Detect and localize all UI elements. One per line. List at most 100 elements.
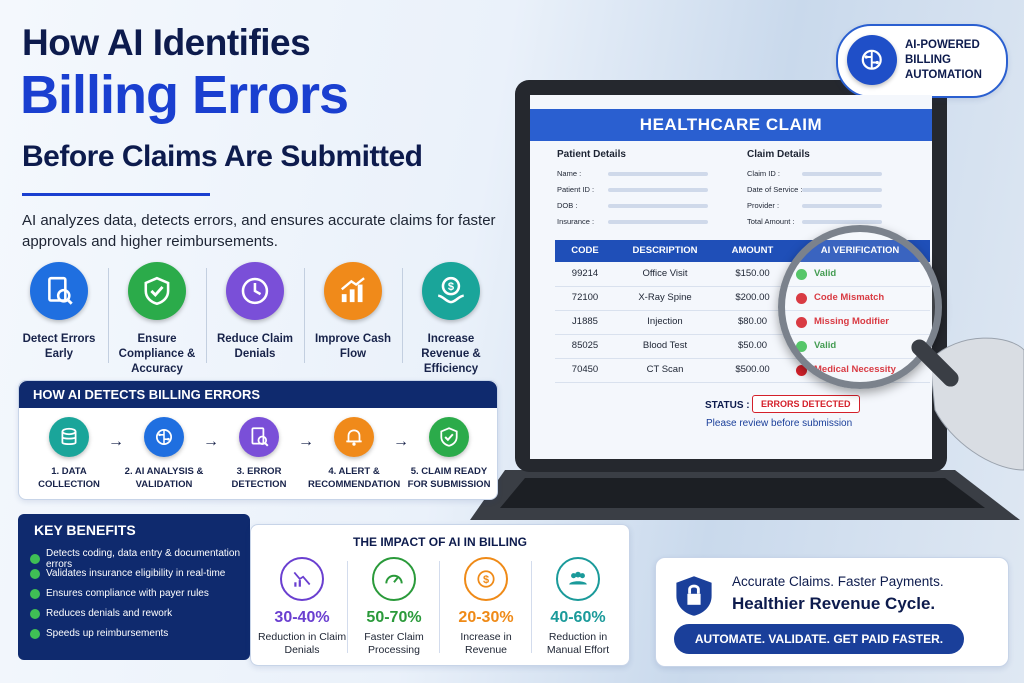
icon-glyph bbox=[144, 276, 170, 306]
process-step: 2. AI ANALYSIS & VALIDATION bbox=[118, 417, 210, 491]
feature: $ Increase Revenue & Efficiency bbox=[402, 262, 500, 377]
badge-line: AUTOMATION bbox=[905, 69, 982, 81]
shield-glyph bbox=[676, 576, 712, 616]
arrow: → bbox=[393, 433, 409, 450]
field-value-line bbox=[608, 172, 708, 176]
cta-line: Accurate Claims. Faster Payments. bbox=[732, 574, 944, 589]
arrow: → bbox=[203, 433, 219, 450]
field-label: Provider : bbox=[747, 201, 780, 210]
badge-text: AI-POWERED BILLING AUTOMATION bbox=[905, 38, 982, 83]
icon bbox=[429, 417, 469, 457]
feature: Detect Errors Early bbox=[10, 262, 108, 362]
field-label: Date of Service : bbox=[747, 185, 803, 194]
feature-label: Ensure Compliance & Accuracy bbox=[118, 333, 196, 375]
table-cell: 85025 bbox=[555, 334, 615, 359]
field-value-line bbox=[802, 220, 882, 224]
shield-icon bbox=[672, 572, 716, 625]
laptop-keyboard bbox=[500, 478, 985, 508]
step-label: 5. CLAIM READY FOR SUBMISSION bbox=[407, 466, 491, 490]
feature: Improve Cash Flow bbox=[304, 262, 402, 362]
benefit-item: Reduces denials and rework bbox=[30, 608, 172, 619]
stat-value: 20-30% bbox=[458, 609, 514, 626]
benefits-title: KEY BENEFITS bbox=[34, 522, 136, 538]
benefit-text: Reduces denials and rework bbox=[46, 608, 173, 619]
impact-stat: 40-60% Reduction in Manual Effort bbox=[533, 557, 623, 657]
title-line: How AI Identifies bbox=[22, 22, 311, 63]
divider bbox=[531, 561, 532, 653]
icon-glyph bbox=[346, 429, 362, 446]
title-highlight: Billing Errors bbox=[20, 65, 349, 125]
check-icon bbox=[30, 608, 40, 619]
title-line: Before Claims Are Submitted bbox=[22, 140, 423, 173]
cta-box: Accurate Claims. Faster Payments. Healthi… bbox=[655, 557, 1009, 667]
cta-line-strong: Healthier Revenue Cycle. bbox=[732, 594, 936, 613]
status-note: Please review before submission bbox=[706, 418, 853, 429]
benefit-text: Validates insurance eligibility in real-… bbox=[46, 568, 226, 579]
icon-glyph bbox=[155, 428, 173, 446]
feature: Reduce Claim Denials bbox=[206, 262, 304, 362]
field-value-line bbox=[802, 172, 882, 176]
step-label: 4. ALERT & RECOMMENDATION bbox=[308, 466, 401, 490]
icon bbox=[324, 262, 382, 320]
benefit-item: Detects coding, data entry & documentati… bbox=[30, 548, 250, 570]
impact-stat: 30-40% Reduction in Claim Denials bbox=[257, 557, 347, 657]
arrow: → bbox=[108, 433, 124, 450]
benefit-text: Speeds up reimbursements bbox=[46, 628, 169, 639]
process-title: HOW AI DETECTS BILLING ERRORS bbox=[19, 381, 497, 408]
intro-text: AI analyzes data, detects errors, and en… bbox=[22, 212, 496, 250]
impact-box: THE IMPACT OF AI IN BILLING 30-40% Reducti… bbox=[250, 524, 630, 666]
process-step: 4. ALERT & RECOMMENDATION bbox=[308, 417, 400, 491]
status-badge: ERRORS DETECTED bbox=[752, 395, 860, 413]
field-label: Patient ID : bbox=[557, 185, 595, 194]
benefit-item: Ensures compliance with payer rules bbox=[30, 588, 209, 599]
claim-title: HEALTHCARE CLAIM bbox=[530, 109, 932, 141]
field-label: Insurance : bbox=[557, 217, 595, 226]
table-cell: X-Ray Spine bbox=[615, 286, 715, 311]
status-icon bbox=[796, 365, 807, 376]
table-cell: $150.00 bbox=[715, 262, 790, 287]
cta-button[interactable]: AUTOMATE. VALIDATE. GET PAID FASTER. bbox=[674, 624, 964, 654]
table-cell: 72100 bbox=[555, 286, 615, 311]
impact-stat: 50-70% Faster Claim Processing bbox=[349, 557, 439, 657]
check-icon bbox=[30, 588, 40, 599]
details-title: Patient Details bbox=[557, 149, 626, 160]
underline bbox=[22, 193, 210, 196]
divider bbox=[108, 268, 109, 363]
icon: $ bbox=[422, 262, 480, 320]
divider bbox=[439, 561, 440, 653]
badge-line: AI-POWERED bbox=[905, 39, 980, 51]
icon-glyph bbox=[341, 277, 365, 303]
icon: $ bbox=[464, 557, 508, 601]
icon bbox=[128, 262, 186, 320]
check-icon bbox=[30, 628, 40, 639]
check-icon bbox=[30, 568, 40, 579]
stat-label: Faster Claim Processing bbox=[364, 631, 424, 656]
field-value-line bbox=[608, 204, 708, 208]
process-step: 1. DATA COLLECTION bbox=[23, 417, 115, 491]
icon-glyph: $ bbox=[438, 276, 464, 304]
benefit-item: Validates insurance eligibility in real-… bbox=[30, 568, 225, 579]
table-header: AMOUNT bbox=[715, 240, 790, 262]
divider bbox=[402, 268, 403, 363]
icon bbox=[334, 417, 374, 457]
icon bbox=[226, 262, 284, 320]
icon bbox=[847, 35, 897, 85]
table-cell: Blood Test bbox=[615, 334, 715, 359]
icon-glyph bbox=[61, 427, 77, 446]
table-header: DESCRIPTION bbox=[615, 240, 715, 262]
feature-label: Detect Errors Early bbox=[22, 333, 96, 360]
icon-glyph bbox=[241, 277, 269, 305]
feature-label: Improve Cash Flow bbox=[314, 333, 392, 360]
details-title: Claim Details bbox=[747, 149, 810, 160]
stat-label: Increase in Revenue bbox=[460, 631, 512, 656]
stat-label: Reduction in Manual Effort bbox=[546, 631, 610, 656]
stat-value: 50-70% bbox=[366, 609, 422, 626]
icon-glyph bbox=[569, 571, 587, 585]
field-value-line bbox=[802, 204, 882, 208]
icon-glyph bbox=[251, 427, 269, 447]
field-value-line bbox=[608, 220, 708, 224]
process-step: 3. ERROR DETECTION bbox=[213, 417, 305, 491]
icon bbox=[239, 417, 279, 457]
stat-value: 30-40% bbox=[274, 609, 330, 626]
stat-label: Reduction in Claim Denials bbox=[257, 631, 347, 656]
